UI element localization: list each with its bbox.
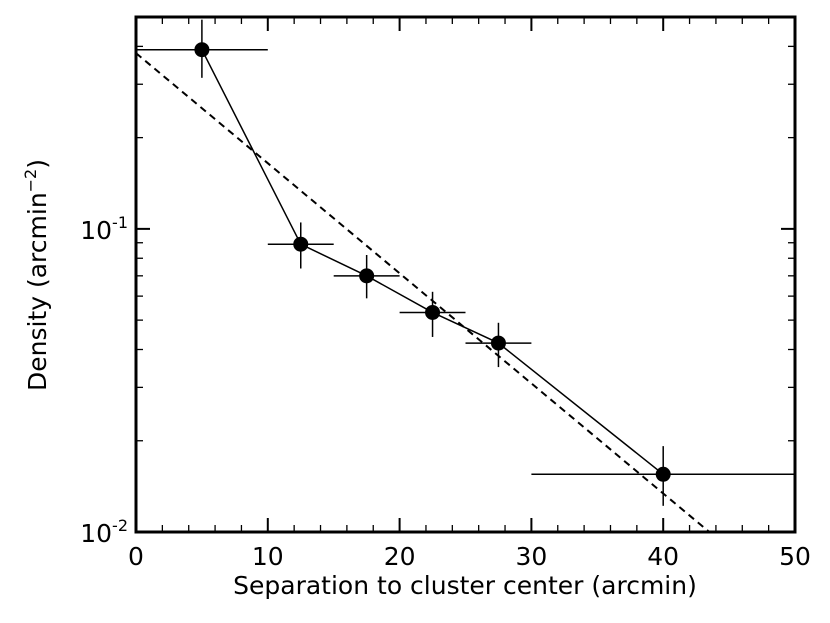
y-axis-label: Density (arcmin−2) [21, 159, 52, 391]
y-axis-label-suffix: ) [23, 159, 52, 169]
y-tick-label: 10-2 [80, 516, 128, 548]
data-point [293, 236, 309, 252]
y-tick-label-base: 10 [80, 216, 112, 245]
plot-content [136, 19, 795, 532]
data-point [194, 42, 210, 58]
x-tick-label: 10 [252, 542, 284, 571]
fit-dashed-line [136, 52, 710, 532]
y-tick-label-exponent: -1 [112, 213, 128, 232]
y-axis-label-superscript: −2 [21, 169, 40, 193]
x-tick-label: 0 [128, 542, 144, 571]
y-tick-label-base: 10 [80, 519, 112, 548]
y-tick-label-exponent: -2 [112, 516, 128, 535]
data-point [490, 335, 506, 351]
data-point [655, 466, 671, 482]
x-tick-label: 20 [384, 542, 416, 571]
data-connecting-line [201, 49, 664, 475]
x-axis-label: Separation to cluster center (arcmin) [233, 571, 697, 600]
y-axis-label-prefix: Density (arcmin [23, 192, 52, 391]
x-tick-label: 40 [647, 542, 679, 571]
x-tick-label: 30 [515, 542, 547, 571]
plot-frame [134, 15, 797, 534]
x-tick-label: 50 [779, 542, 811, 571]
data-point [359, 268, 375, 284]
data-point [425, 304, 441, 320]
y-tick-label: 10-1 [80, 213, 128, 245]
